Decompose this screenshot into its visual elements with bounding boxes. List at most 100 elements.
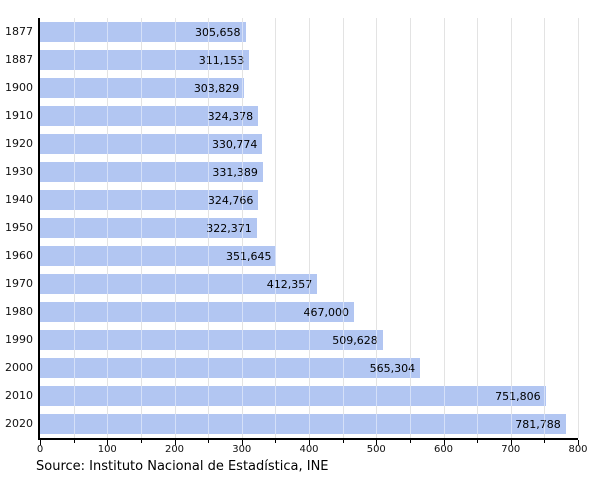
x-major-tick	[376, 440, 378, 445]
x-tick-label: 700	[501, 444, 521, 455]
x-tick-label: 200	[164, 444, 185, 455]
year-label: 1990	[5, 333, 33, 346]
bar-row: 509,628	[40, 326, 578, 354]
year-label: 1877	[5, 25, 33, 38]
x-major-tick	[443, 440, 445, 445]
year-label: 1960	[5, 249, 33, 262]
x-major-tick	[40, 440, 41, 445]
bar-value-label: 781,788	[515, 417, 561, 431]
x-minor-tick	[208, 440, 210, 443]
year-label: 1940	[5, 193, 33, 206]
bar-row: 467,000	[40, 298, 578, 326]
x-major-tick	[510, 440, 512, 445]
x-major-tick	[578, 440, 579, 445]
bar-row: 322,371	[40, 214, 578, 242]
gridline	[443, 18, 445, 438]
bar-1990: 509,628	[40, 330, 383, 350]
bar-value-label: 322,371	[206, 221, 252, 235]
x-tick-label: 800	[568, 444, 588, 455]
x-axis-line	[38, 438, 578, 440]
bar-value-label: 565,304	[369, 361, 416, 375]
bar-2020: 781,788	[40, 414, 566, 434]
year-label: 1980	[5, 305, 33, 318]
bar-value-label: 324,378	[207, 109, 254, 123]
bars-layer: 305,658 311,153 303,829 324,378 330,774 331,3…	[40, 18, 578, 438]
x-tick-label: 300	[232, 444, 252, 455]
x-minor-tick	[140, 440, 142, 443]
gridline	[275, 18, 277, 438]
gridline	[578, 18, 579, 438]
bar-row: 303,829	[40, 74, 578, 102]
year-label: 1887	[5, 53, 33, 66]
bar-row: 311,153	[40, 46, 578, 74]
bar-1960: 351,645	[40, 246, 277, 266]
x-tick-label: 100	[97, 444, 117, 455]
x-tick-label: 0	[36, 444, 44, 455]
bar-1887: 311,153	[40, 50, 250, 70]
bar-value-label: 330,774	[211, 137, 258, 151]
bar-value-label: 303,829	[193, 81, 240, 95]
bar-row: 781,788	[40, 410, 578, 438]
source-note: Source: Instituto Nacional de Estadístic…	[36, 459, 329, 474]
bar-row: 330,774	[40, 130, 578, 158]
bar-1920: 330,774	[40, 134, 263, 154]
x-tick-label: 400	[299, 444, 319, 455]
bar-value-label: 751,806	[495, 389, 541, 403]
bar-2000: 565,304	[40, 358, 421, 378]
bar-1940: 324,766	[40, 190, 259, 210]
y-axis-line	[38, 18, 40, 440]
bar-value-label: 351,645	[225, 249, 272, 263]
bar-row: 565,304	[40, 354, 578, 382]
bar-value-label: 305,658	[195, 25, 241, 39]
gridline	[309, 18, 310, 438]
year-label: 2020	[5, 417, 33, 430]
gridline	[477, 18, 479, 438]
bar-row: 331,389	[40, 158, 578, 186]
bar-row: 305,658	[40, 18, 578, 46]
bar-1900: 303,829	[40, 78, 245, 98]
x-minor-tick	[477, 440, 479, 443]
x-minor-tick	[409, 440, 411, 443]
y-axis-category-labels: 1877 1887 1900 1910 1920 1930 1940 1950 1960 1970…	[0, 18, 33, 438]
bar-row: 751,806	[40, 382, 578, 410]
bar-1910: 324,378	[40, 106, 259, 126]
x-major-tick	[309, 440, 310, 445]
x-minor-tick	[342, 440, 344, 443]
bar-row: 324,378	[40, 102, 578, 130]
year-label: 2000	[5, 361, 33, 374]
year-label: 1910	[5, 109, 33, 122]
x-major-tick	[174, 440, 176, 445]
bar-2010: 751,806	[40, 386, 546, 406]
x-minor-tick	[275, 440, 277, 443]
bar-1877: 305,658	[40, 22, 246, 42]
x-major-tick	[241, 440, 243, 445]
year-label: 1900	[5, 81, 33, 94]
bar-row: 412,357	[40, 270, 578, 298]
bar-value-label: 412,357	[266, 277, 313, 291]
plot-area: 305,658 311,153 303,829 324,378 330,774 331,3…	[40, 18, 579, 438]
year-label: 2010	[5, 389, 33, 402]
x-tick-label: 600	[433, 444, 454, 455]
x-minor-tick	[73, 440, 75, 443]
year-label: 1950	[5, 221, 33, 234]
year-label: 1930	[5, 165, 33, 178]
x-major-tick	[107, 440, 109, 445]
bar-value-label: 467,000	[303, 305, 350, 319]
gridline	[342, 18, 344, 438]
bar-value-label: 331,389	[212, 165, 258, 179]
x-tick-label: 500	[366, 444, 386, 455]
bar-1980: 467,000	[40, 302, 355, 322]
year-label: 1970	[5, 277, 33, 290]
bar-value-label: 311,153	[198, 53, 245, 67]
bar-1950: 322,371	[40, 218, 257, 238]
bar-1970: 412,357	[40, 274, 318, 294]
bar-1930: 331,389	[40, 162, 263, 182]
bar-value-label: 509,628	[332, 333, 378, 347]
x-minor-tick	[544, 440, 546, 443]
gridline	[376, 18, 378, 438]
bar-value-label: 324,766	[207, 193, 254, 207]
gridline	[544, 18, 546, 438]
bar-row: 324,766	[40, 186, 578, 214]
gridline	[510, 18, 512, 438]
